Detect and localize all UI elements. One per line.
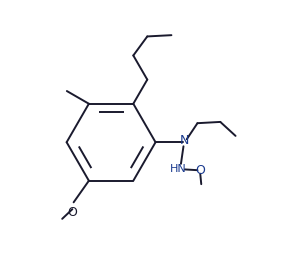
Text: O: O [67, 206, 77, 219]
Text: O: O [195, 164, 205, 177]
Text: HN: HN [170, 164, 187, 174]
Text: N: N [180, 134, 189, 148]
